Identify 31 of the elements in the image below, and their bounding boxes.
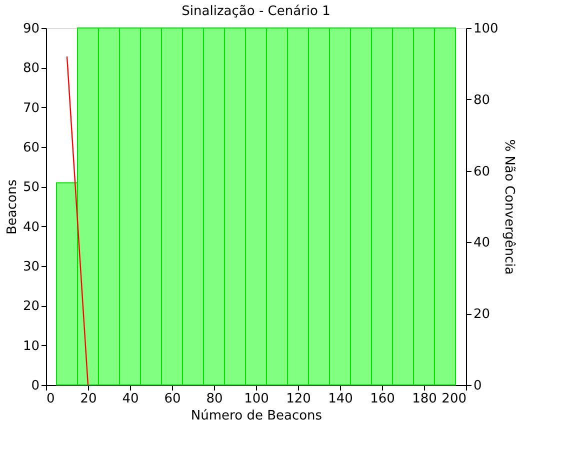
x-tick-label: 140 (328, 392, 353, 406)
y-tick-label: 40 (22, 220, 40, 235)
x-tick-label: 80 (206, 392, 223, 406)
x-tick-label: 100 (244, 392, 269, 406)
y2-tick-label: 0 (474, 378, 482, 394)
y2-tick-label: 40 (474, 236, 490, 251)
chart-title: Sinalização - Cenário 1 (182, 4, 330, 19)
x-axis-title: Número de Beacons (190, 408, 322, 424)
x-tick-label: 40 (122, 392, 139, 406)
y2-tick-label: 20 (474, 307, 490, 322)
y2-tick-label: 100 (474, 22, 498, 36)
y-tick-label: 0 (31, 378, 40, 394)
x-tick-label: 0 (46, 392, 55, 406)
y-tick-label: 80 (22, 61, 40, 76)
y2-tick-label: 80 (474, 92, 490, 108)
y-tick-label: 60 (22, 140, 40, 156)
x-tick-label: 200 (442, 392, 466, 406)
y-tick-label: 30 (22, 260, 40, 274)
y2-axis-title: % Não Convergência (501, 139, 516, 275)
y-tick-label: 50 (22, 180, 40, 196)
y-tick-label: 10 (22, 338, 40, 354)
y-axis-title: Beacons (4, 179, 20, 234)
x-tick-label: 60 (164, 392, 181, 406)
x-tick-label: 120 (286, 392, 311, 406)
x-tick-label: 180 (412, 392, 437, 406)
y-tick-label: 20 (22, 299, 40, 314)
x-tick-label: 20 (80, 392, 97, 406)
y-tick-label: 70 (22, 100, 40, 116)
y2-tick-label: 60 (474, 164, 490, 180)
y-tick-label: 90 (22, 22, 40, 36)
x-tick-label: 160 (370, 392, 395, 406)
